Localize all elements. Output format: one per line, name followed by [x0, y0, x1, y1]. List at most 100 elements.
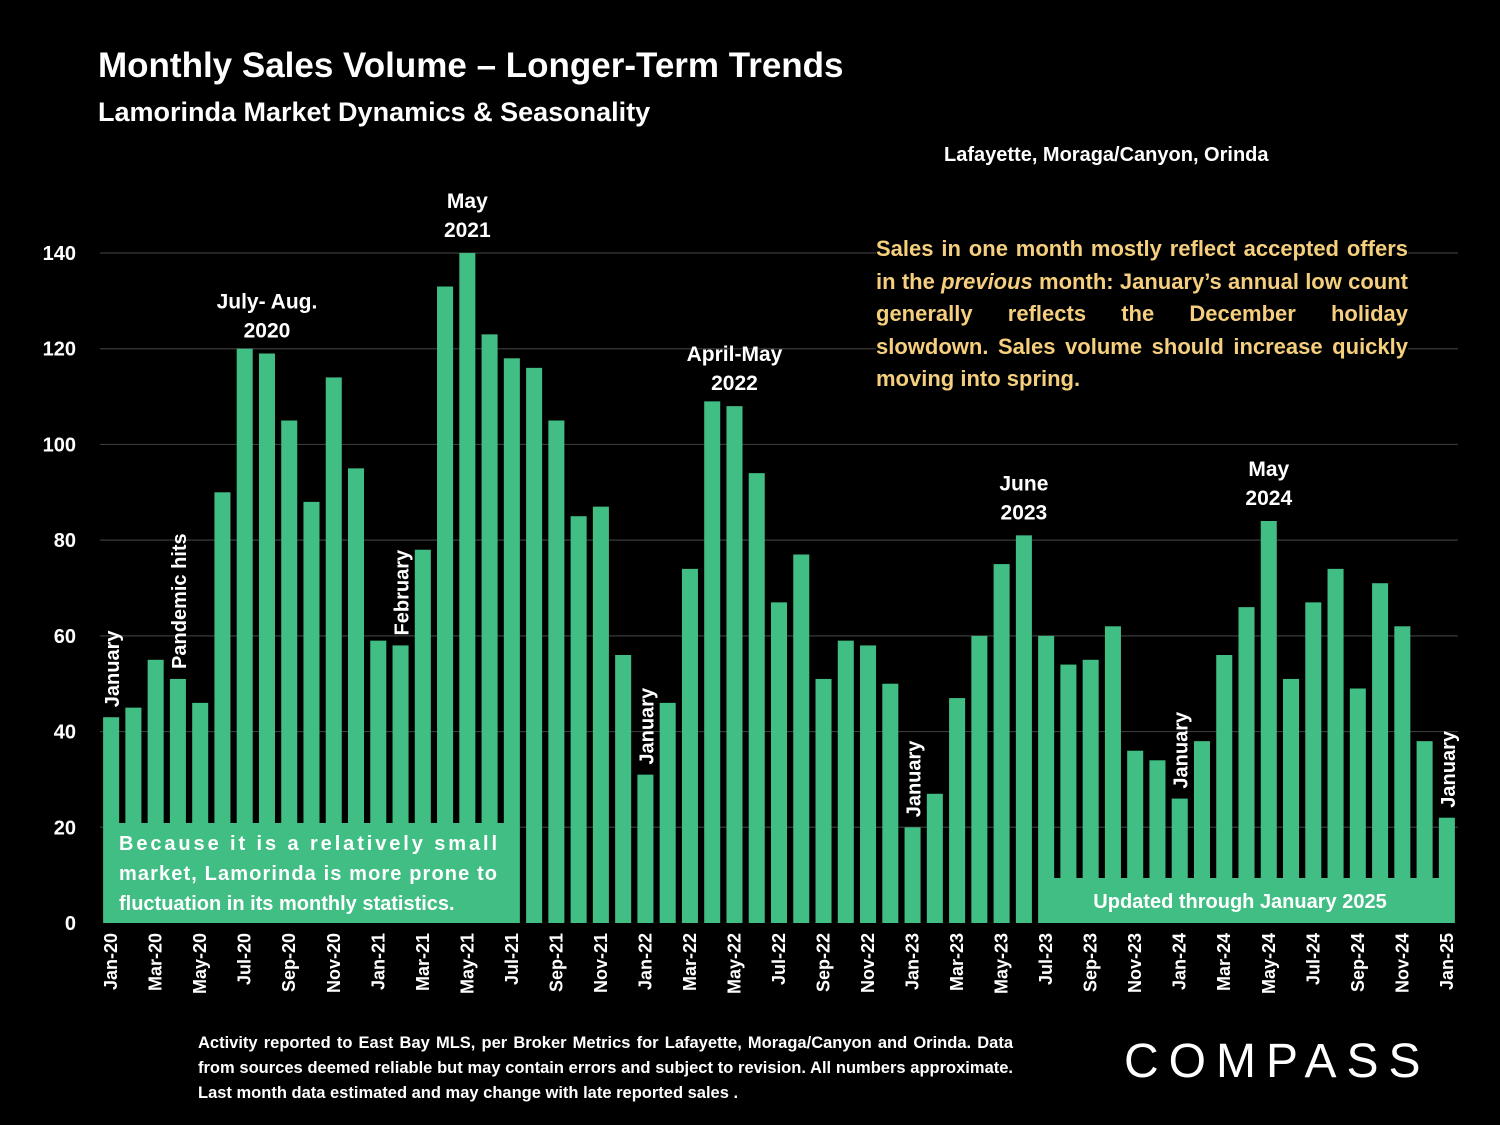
x-tick-label: Jul-22 — [769, 933, 789, 985]
bar — [1394, 626, 1411, 923]
bar — [459, 253, 476, 923]
bar — [793, 554, 810, 923]
bar — [681, 568, 698, 923]
x-tick-label: Jan-20 — [101, 933, 121, 990]
x-tick-label: May-20 — [190, 933, 210, 994]
bar — [726, 406, 743, 924]
bar — [993, 564, 1010, 923]
x-tick-label: Mar-20 — [146, 933, 166, 991]
volatility-note-line: fluctuation in its monthly statistics. — [119, 893, 455, 915]
bar — [258, 353, 275, 923]
bar — [1038, 635, 1055, 923]
bar-annotation: 2023 — [1001, 501, 1048, 524]
y-tick-label: 20 — [54, 817, 76, 839]
note-text-start: Sales in one month mostly reflect accept… — [876, 236, 1408, 294]
bar — [1349, 688, 1366, 923]
bar — [1082, 659, 1099, 923]
x-tick-label: Mar-23 — [947, 933, 967, 991]
bar — [659, 702, 676, 923]
bar-annotation: 2020 — [244, 320, 291, 343]
bar — [437, 286, 454, 923]
bar — [926, 793, 943, 923]
updated-note-box — [1040, 878, 1440, 923]
bar — [637, 774, 654, 923]
bar — [1193, 741, 1210, 923]
note-text-end: month: January’s annual low count genera… — [876, 268, 1408, 392]
region-label: Lafayette, Moraga/Canyon, Orinda — [944, 144, 1269, 166]
y-tick-label: 120 — [43, 339, 76, 361]
bar — [481, 334, 498, 923]
bar-annotation: 2024 — [1245, 487, 1292, 510]
bar — [949, 698, 966, 923]
bar-annotation: May — [447, 190, 488, 213]
x-tick-label: Mar-24 — [1214, 933, 1234, 991]
source-footnote: Activity reported to East Bay MLS, per B… — [198, 1034, 1013, 1102]
x-tick-label: Jan-22 — [635, 933, 655, 990]
x-tick-label: Jan-23 — [903, 933, 923, 990]
updated-note-text: Updated through January 2025 — [1093, 891, 1386, 913]
bar — [770, 602, 788, 923]
bar-annotation: January — [904, 740, 926, 818]
bar-annotation: Pandemic hits — [169, 533, 191, 669]
x-tick-label: Sep-24 — [1348, 933, 1368, 992]
bar — [615, 655, 632, 923]
chart-title: Monthly Sales Volume – Longer-Term Trend… — [98, 46, 844, 85]
bar — [1238, 607, 1255, 923]
x-tick-label: Nov-24 — [1392, 933, 1412, 993]
bar-annotation: January — [102, 630, 124, 708]
bar — [1305, 602, 1322, 923]
y-tick-label: 140 — [43, 243, 76, 265]
x-tick-label: May-21 — [457, 933, 477, 994]
bar — [281, 420, 298, 923]
bar — [971, 635, 988, 923]
bar — [236, 348, 253, 923]
x-tick-label: Sep-21 — [546, 933, 566, 992]
bar — [1416, 741, 1433, 923]
bar — [837, 640, 854, 923]
bar — [1327, 568, 1344, 923]
x-tick-label: Nov-23 — [1125, 933, 1145, 993]
x-tick-label: Jan-25 — [1437, 933, 1457, 990]
bar — [1283, 678, 1300, 923]
x-tick-label: Mar-21 — [413, 933, 433, 991]
bar — [815, 678, 832, 923]
x-tick-label: May-24 — [1259, 933, 1279, 994]
x-tick-label: Jan-21 — [368, 933, 388, 990]
bar — [348, 468, 365, 923]
seasonality-note: Sales in one month mostly reflect accept… — [876, 233, 1408, 396]
x-tick-label: Jul-20 — [235, 933, 255, 985]
bar — [1260, 521, 1277, 923]
x-tick-label: Nov-20 — [324, 933, 344, 993]
bar-annotation: February — [392, 549, 414, 635]
bar-annotation: January — [1438, 730, 1460, 808]
bar — [303, 501, 320, 923]
bar — [1015, 535, 1032, 923]
bar — [704, 401, 721, 923]
bar-annotation: January — [636, 687, 658, 765]
volatility-note-box — [104, 823, 512, 923]
bar — [214, 492, 231, 923]
bar — [904, 827, 921, 923]
bar-annotation: 2021 — [444, 219, 491, 242]
bar — [1216, 655, 1233, 923]
bar — [748, 473, 765, 923]
bar — [860, 645, 877, 923]
x-tick-label: Jan-24 — [1170, 933, 1190, 990]
bar-annotation: June — [999, 472, 1048, 495]
bar — [1438, 817, 1455, 923]
bar — [1060, 664, 1077, 923]
bar — [1372, 583, 1389, 923]
x-tick-label: Mar-22 — [680, 933, 700, 991]
y-tick-label: 100 — [43, 434, 76, 456]
y-tick-label: 40 — [54, 722, 76, 744]
y-tick-label: 80 — [54, 530, 76, 552]
bar — [570, 516, 587, 923]
bar — [526, 367, 543, 923]
x-tick-label: Sep-23 — [1081, 933, 1101, 992]
bar — [882, 683, 899, 923]
x-tick-label: Nov-21 — [591, 933, 611, 993]
x-tick-label: May-23 — [992, 933, 1012, 994]
x-tick-label: Sep-20 — [279, 933, 299, 992]
bar — [325, 377, 342, 923]
